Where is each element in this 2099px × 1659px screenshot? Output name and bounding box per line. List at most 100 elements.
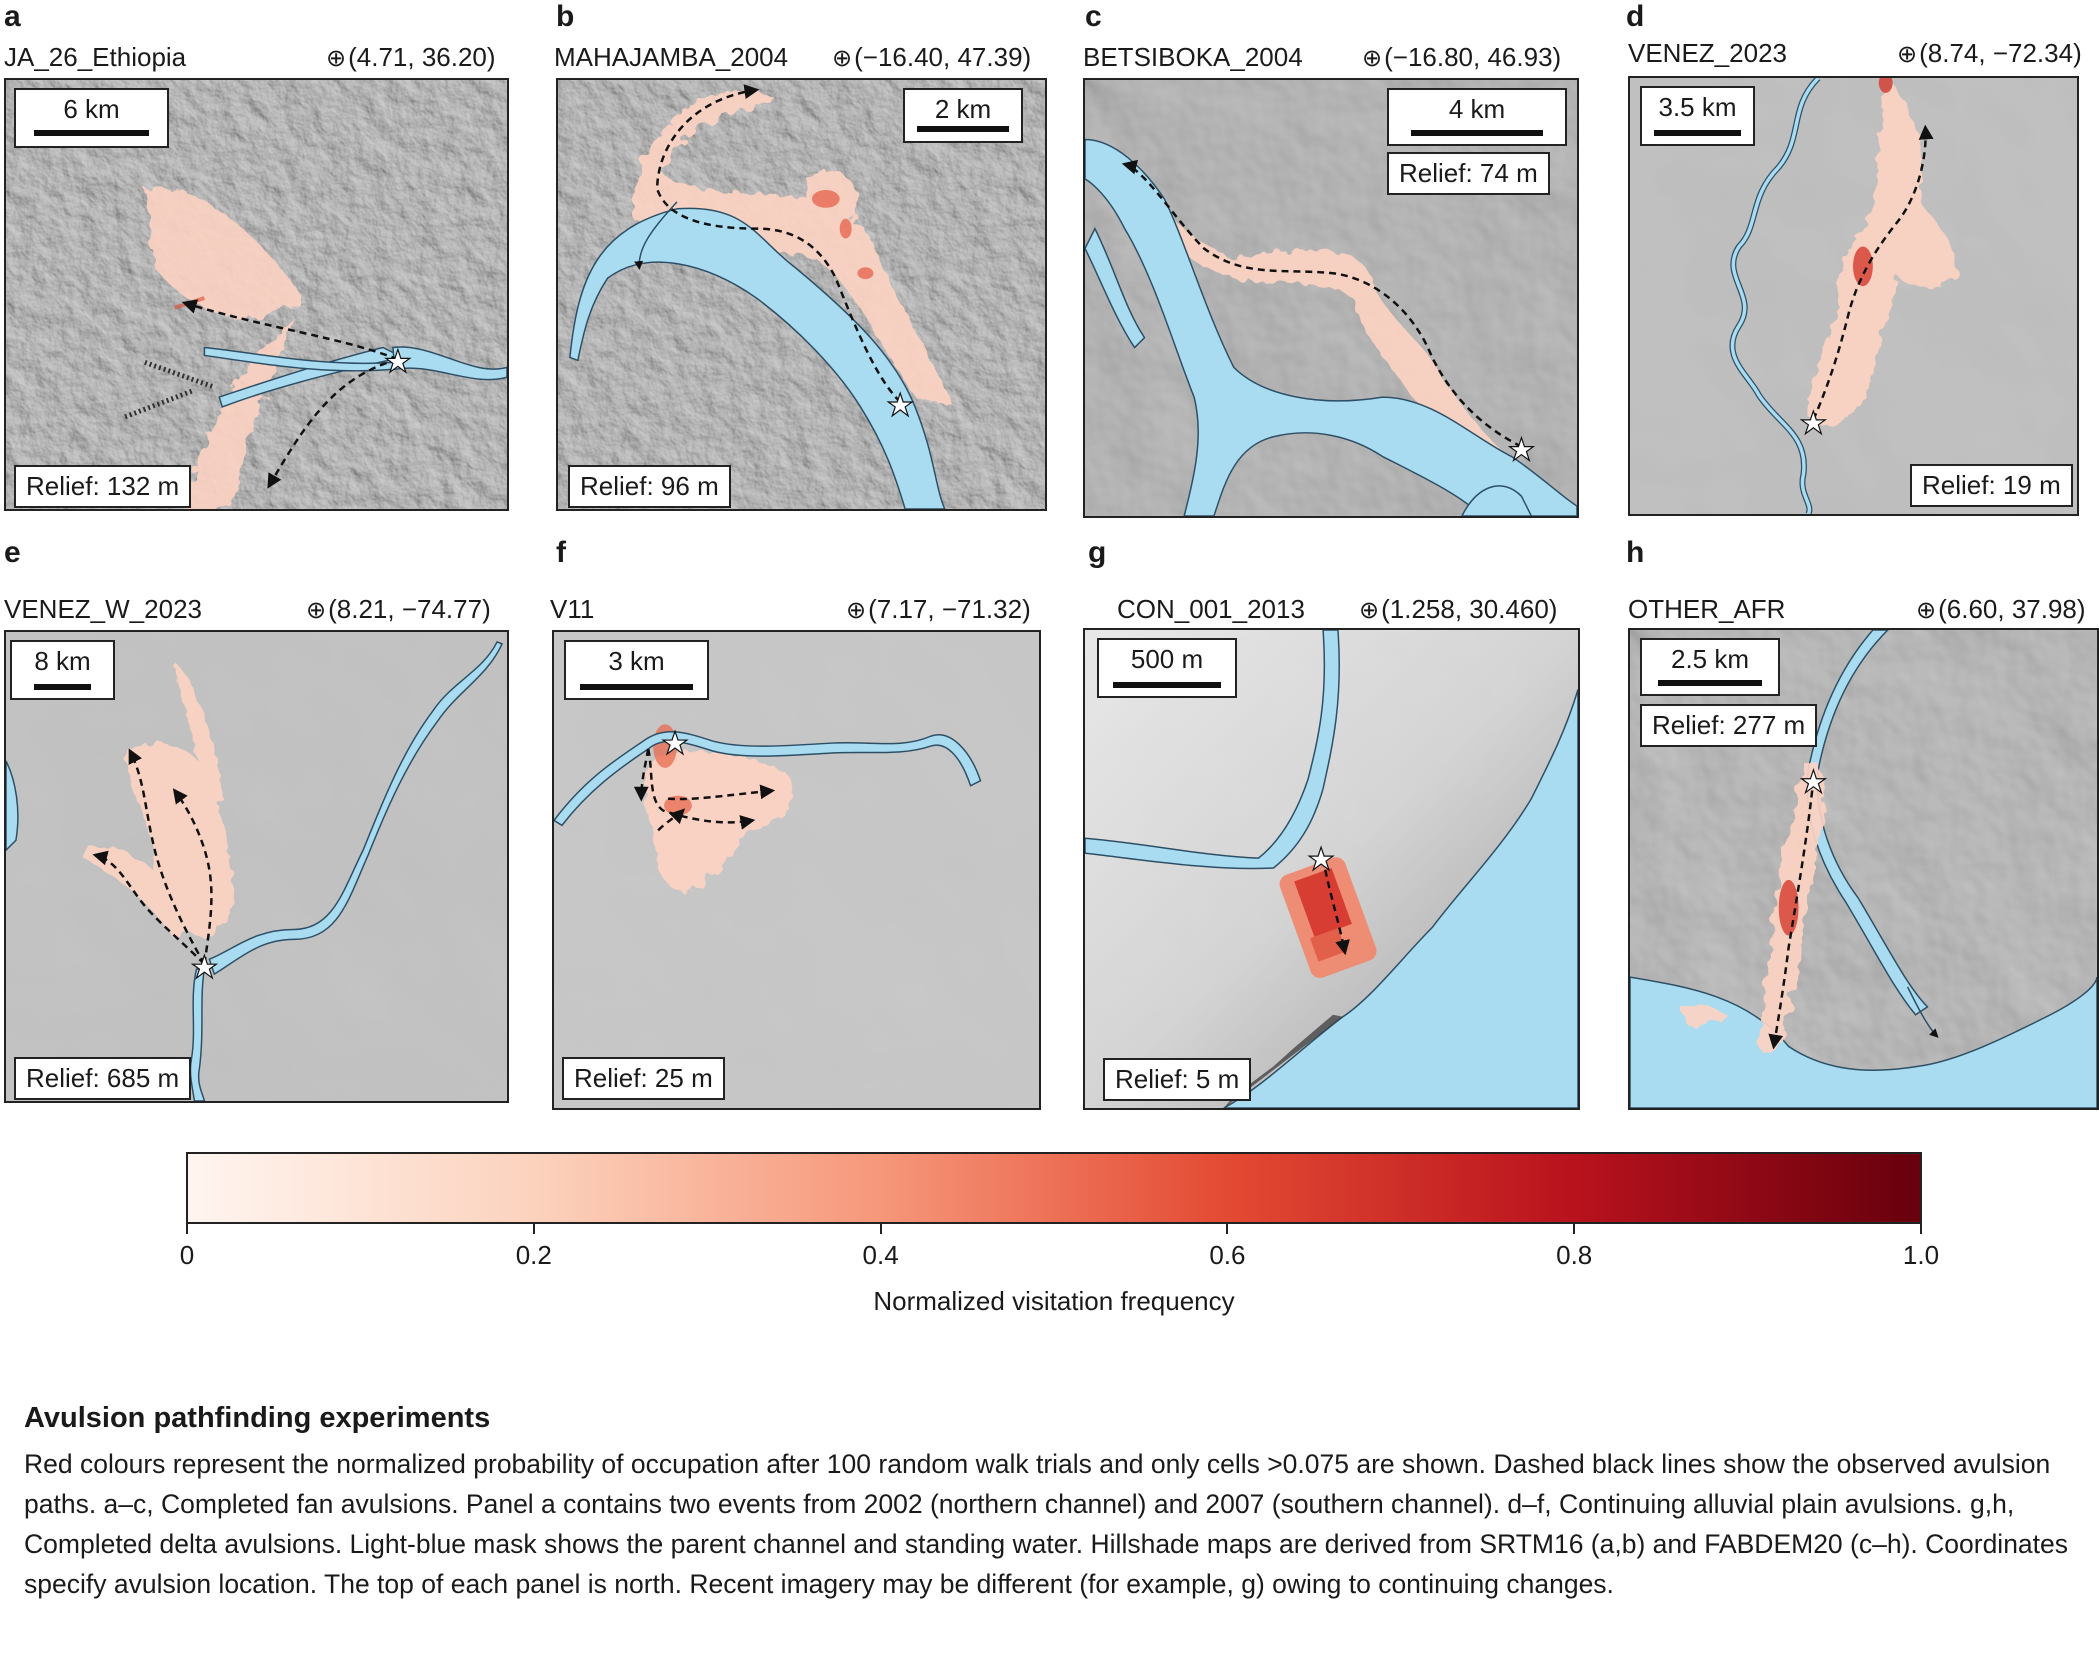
observed-avulsion-path xyxy=(1768,778,1815,1050)
location-pin-icon: ⊕ xyxy=(326,45,347,72)
location-pin-icon: ⊕ xyxy=(846,597,867,624)
colorbar-tick xyxy=(186,1224,188,1234)
site-coordinates: ⊕(7.17, −71.32) xyxy=(846,594,1031,625)
observed-avulsion-path xyxy=(667,784,776,801)
panel-letter: g xyxy=(1088,536,1107,569)
relief-label: Relief: 5 m xyxy=(1103,1058,1252,1101)
observed-avulsion-path xyxy=(1812,124,1934,421)
observed-avulsion-path xyxy=(181,299,399,361)
site-name: BETSIBOKA_2004 xyxy=(1083,42,1303,72)
avulsion-site-star-icon xyxy=(1799,767,1828,795)
caption-title: Avulsion pathfinding experiments xyxy=(24,1402,491,1434)
hillshade-map: 3.5 km Relief: 19 m xyxy=(1628,76,2079,516)
scale-bar: 2.5 km xyxy=(1640,638,1780,696)
scale-bar-line xyxy=(917,126,1009,132)
water-channel xyxy=(1085,630,1578,1108)
observed-avulsion-path xyxy=(647,748,756,830)
site-name: CON_001_2013 xyxy=(1117,594,1305,624)
visitation-heatmap xyxy=(1279,857,1377,978)
water-channel xyxy=(554,730,982,827)
colorbar-tick xyxy=(1920,1224,1922,1234)
location-pin-icon: ⊕ xyxy=(306,597,327,624)
observed-avulsion-path xyxy=(657,808,686,832)
hillshade-map: 3 km Relief: 25 m xyxy=(552,630,1041,1110)
site-coordinates: ⊕(−16.40, 47.39) xyxy=(832,42,1031,73)
scale-label: 2.5 km xyxy=(1670,644,1750,674)
scale-bar-line xyxy=(1113,682,1221,688)
scale-label: 4 km xyxy=(1448,94,1506,124)
colorbar: 0 0.2 0.4 0.6 0.8 1.0 Normalized visitation f… xyxy=(180,1152,1939,1332)
scale-bar: 6 km xyxy=(14,88,169,148)
site-name: MAHAJAMBA_2004 xyxy=(554,42,789,72)
scale-label: 500 m xyxy=(1130,644,1204,674)
visitation-heatmap xyxy=(144,187,304,509)
scale-bar: 3.5 km xyxy=(1640,86,1755,146)
relief-label: Relief: 25 m xyxy=(562,1057,725,1100)
scale-label: 2 km xyxy=(934,94,992,124)
coordinates-text: (1.258, 30.460) xyxy=(1381,594,1558,624)
avulsion-site-star-icon xyxy=(661,729,689,756)
colorbar-tick-label: 0 xyxy=(179,1240,195,1270)
water-channel xyxy=(203,346,507,408)
scale-bar: 500 m xyxy=(1097,638,1237,698)
water-channel xyxy=(1085,138,1577,516)
scale-bar-line xyxy=(580,684,693,690)
scale-label: 3.5 km xyxy=(1658,92,1737,122)
observed-avulsion-path xyxy=(1321,857,1350,956)
colorbar-tick-label: 1.0 xyxy=(1902,1240,1940,1270)
colorbar-tick xyxy=(1573,1224,1576,1234)
scale-bar: 4 km xyxy=(1387,88,1567,146)
panel-letter: b xyxy=(556,0,575,33)
coordinates-text: (8.74, −72.34) xyxy=(1919,38,2082,68)
water-channel xyxy=(6,640,504,1101)
panel-letter: f xyxy=(556,536,566,569)
scale-label: 8 km xyxy=(34,646,91,676)
scale-bar: 2 km xyxy=(903,88,1023,143)
colorbar-tick-label: 0.6 xyxy=(1209,1240,1246,1270)
scale-bar-line xyxy=(34,684,91,690)
scale-bar-line xyxy=(1658,680,1762,686)
avulsion-site-star-icon xyxy=(1507,435,1536,463)
panel-letter: h xyxy=(1626,536,1645,569)
relief-label: Relief: 277 m xyxy=(1640,704,1818,747)
avulsion-site-star-icon xyxy=(384,347,412,374)
colorbar-label: Normalized visitation frequency xyxy=(873,1286,1235,1316)
site-coordinates: ⊕(4.71, 36.20) xyxy=(326,42,496,73)
colorbar-gradient xyxy=(186,1152,1922,1224)
hillshade-map: 4 km Relief: 74 m xyxy=(1083,78,1579,518)
visitation-heatmap xyxy=(85,661,235,940)
figure-caption: Avulsion pathfinding experiments Red col… xyxy=(24,1398,2074,1604)
colorbar-tick xyxy=(879,1224,882,1234)
hillshade-map: 8 km Relief: 685 m xyxy=(4,630,509,1103)
visitation-hotspot xyxy=(1853,246,1873,287)
visitation-hotspot xyxy=(1878,78,1893,93)
site-name: VENEZ_W_2023 xyxy=(4,594,202,624)
avulsion-site-star-icon xyxy=(886,391,914,418)
location-pin-icon: ⊕ xyxy=(1916,597,1937,624)
panel-letter: c xyxy=(1085,0,1102,33)
location-pin-icon: ⊕ xyxy=(1362,45,1383,72)
hillshade-map: 2.5 km Relief: 277 m xyxy=(1628,628,2099,1110)
relief-label: Relief: 96 m xyxy=(568,465,731,508)
relief-label: Relief: 132 m xyxy=(14,465,192,508)
coordinates-text: (8.21, −74.77) xyxy=(328,594,491,624)
hillshade-map: 6 km Relief: 132 m xyxy=(4,78,509,511)
site-coordinates: ⊕(8.21, −74.77) xyxy=(306,594,491,625)
coordinates-text: (6.60, 37.98) xyxy=(1938,594,2086,624)
avulsion-site-star-icon xyxy=(190,953,219,980)
site-coordinates: ⊕(8.74, −72.34) xyxy=(1897,38,2082,69)
observed-avulsion-path xyxy=(1121,159,1523,448)
scale-bar: 8 km xyxy=(10,640,115,700)
visitation-hotspot xyxy=(1778,879,1799,936)
panel-letter: a xyxy=(4,0,21,33)
visitation-heatmap xyxy=(1808,82,1958,426)
scale-label: 3 km xyxy=(608,646,665,676)
elevation-map: 500 m Relief: 5 m xyxy=(1083,628,1580,1110)
avulsion-site-star-icon xyxy=(1307,845,1335,872)
site-coordinates: ⊕(1.258, 30.460) xyxy=(1359,594,1557,625)
observed-avulsion-path xyxy=(128,748,206,965)
site-coordinates: ⊕(6.60, 37.98) xyxy=(1916,594,2086,625)
location-pin-icon: ⊕ xyxy=(832,45,853,72)
panel-letter: d xyxy=(1626,0,1645,33)
observed-avulsion-path xyxy=(633,748,650,802)
